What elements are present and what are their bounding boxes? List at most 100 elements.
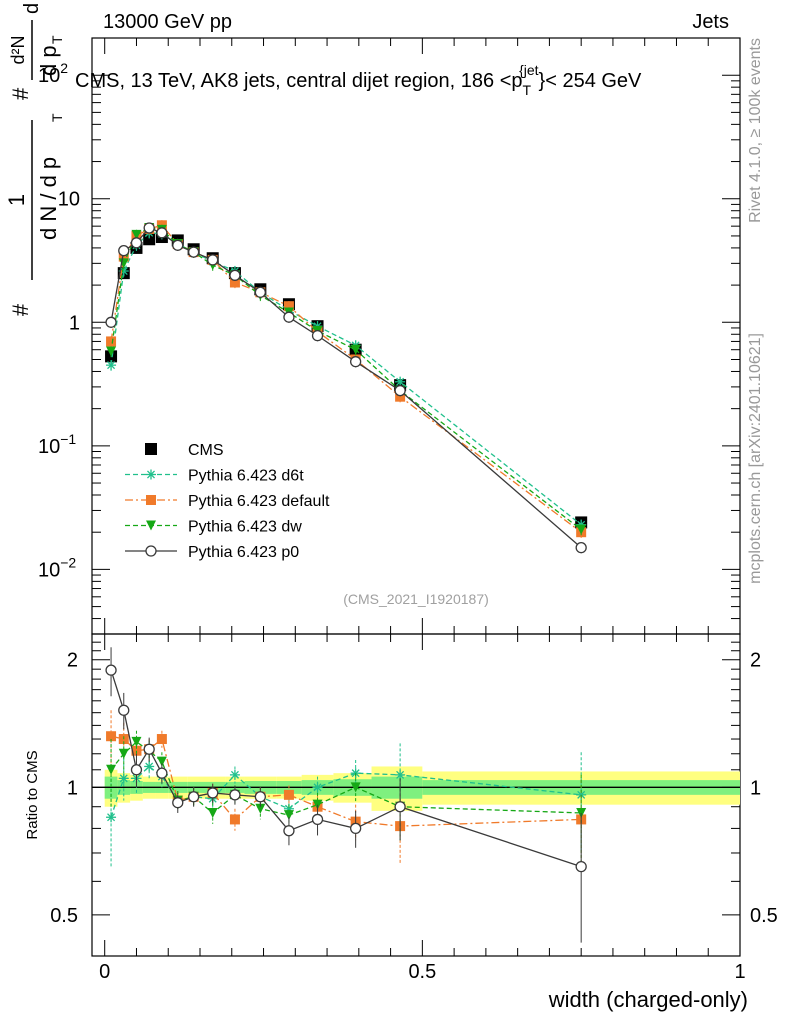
legend-label: Pythia 6.423 default [188, 493, 330, 510]
marker-square [229, 277, 240, 288]
marker-circle [105, 316, 117, 328]
marker-triangle [106, 346, 117, 357]
x-tick-label: 1 [734, 961, 745, 983]
svg-text:d p: d p [36, 45, 61, 76]
ratio-y-tick-label: 0.5 [50, 905, 78, 927]
marker-circle [283, 825, 295, 837]
x-axis-label: width (charged-only) [548, 987, 748, 1012]
y-tick-label: 10−1 [38, 431, 76, 458]
marker-star [107, 813, 116, 822]
marker-triangle [255, 803, 266, 814]
marker-circle [130, 764, 143, 776]
marker-circle [143, 222, 155, 234]
marker-circle [311, 329, 324, 342]
marker-circle [229, 269, 241, 281]
marker-circle [575, 860, 587, 873]
marker-star [313, 783, 322, 792]
marker-circle [575, 541, 587, 554]
ratio-series [105, 647, 587, 943]
marker-circle [143, 743, 155, 755]
marker-triangle [146, 520, 156, 531]
axis-ticks: 10−2 10−1 1 10 102 0.5 0.5 1 1 2 2 0 0.5 1 [38, 37, 778, 983]
series-line [110, 227, 582, 549]
marker-circle [349, 822, 362, 835]
svg-text:d λ: d λ [21, 0, 43, 14]
ratio-y-tick-label: 2 [67, 650, 78, 672]
series-line [110, 232, 582, 526]
marker-circle [254, 791, 267, 803]
marker-triangle [131, 736, 142, 747]
marker-triangle [118, 258, 129, 269]
marker-square [146, 495, 156, 505]
marker-circle [118, 245, 130, 257]
marker-circle [229, 789, 241, 801]
marker-circle [130, 237, 143, 249]
marker-triangle [118, 748, 129, 759]
ratio-line [110, 765, 582, 818]
marker-square [118, 251, 129, 262]
marker-circle [394, 384, 406, 397]
rivet-label: Rivet 4.1.0, ≥ 100k events [747, 38, 764, 223]
svg-text:1: 1 [4, 194, 29, 206]
legend-label: Pythia 6.423 d6t [188, 468, 304, 485]
ratio-y-tick-label-right: 0.5 [750, 905, 778, 927]
svg-text:#: # [8, 87, 33, 100]
x-tick-label: 0 [99, 961, 110, 983]
marker-triangle [131, 229, 142, 240]
marker-circle [394, 801, 406, 813]
x-tick-label: 0.5 [408, 961, 436, 983]
marker-star [577, 790, 586, 799]
legend-label: CMS [188, 442, 224, 459]
marker-triangle [350, 344, 361, 355]
marker-square [145, 443, 157, 455]
marker-star [147, 470, 155, 479]
marker-square [106, 336, 117, 347]
marker-star [145, 762, 154, 771]
marker-circle [254, 286, 267, 298]
marker-star [230, 770, 239, 779]
y-tick-label: 10−2 [38, 554, 76, 581]
marker-square [283, 301, 294, 312]
marker-circle [283, 311, 295, 323]
header-left: 13000 GeV pp [103, 11, 232, 33]
marker-circle [118, 704, 130, 716]
marker-triangle [350, 782, 361, 793]
analysis-watermark: (CMS_2021_I1920187) [343, 591, 489, 607]
main-series [105, 220, 588, 554]
marker-star [107, 361, 116, 370]
header-right: Jets [692, 11, 729, 33]
ratio-y-label: Ratio to CMS [24, 750, 41, 839]
marker-square [156, 734, 167, 745]
marker-square [283, 789, 294, 800]
svg-text:d N / d p: d N / d p [36, 157, 61, 240]
series-line [110, 227, 582, 531]
marker-triangle [283, 810, 294, 821]
marker-circle [145, 545, 157, 557]
ratio-series-pythia-6-423-p0 [105, 647, 587, 943]
marker-circle [187, 246, 200, 258]
marker-triangle [576, 524, 587, 535]
ratio-line [110, 669, 582, 868]
y-tick-label: 10 [58, 189, 80, 211]
legend: CMS Pythia 6.423 d6t Pythia 6.423 default P… [125, 442, 330, 561]
ratio-y-tick-label: 1 [67, 777, 78, 799]
legend-label: Pythia 6.423 dw [188, 519, 302, 536]
series-pythia-6-423-d6t [106, 227, 587, 531]
marker-square [106, 731, 117, 742]
svg-text:#: # [8, 303, 33, 316]
marker-circle [156, 767, 168, 779]
ratio-y-tick-label-right: 1 [750, 777, 761, 799]
marker-circle [172, 239, 184, 251]
marker-square [131, 745, 142, 756]
marker-triangle [207, 807, 218, 818]
ratio-bands [92, 766, 740, 811]
marker-circle [156, 227, 168, 239]
marker-circle [187, 791, 200, 803]
main-title: CMS, 13 TeV, AK8 jets, central dijet reg… [75, 62, 642, 98]
marker-circle [207, 787, 219, 799]
mcplots-label: mcplots.cern.ch [arXiv:2401.10621] [747, 333, 764, 584]
marker-circle [207, 254, 219, 266]
marker-star [119, 774, 128, 783]
legend-label: Pythia 6.423 p0 [188, 544, 299, 561]
